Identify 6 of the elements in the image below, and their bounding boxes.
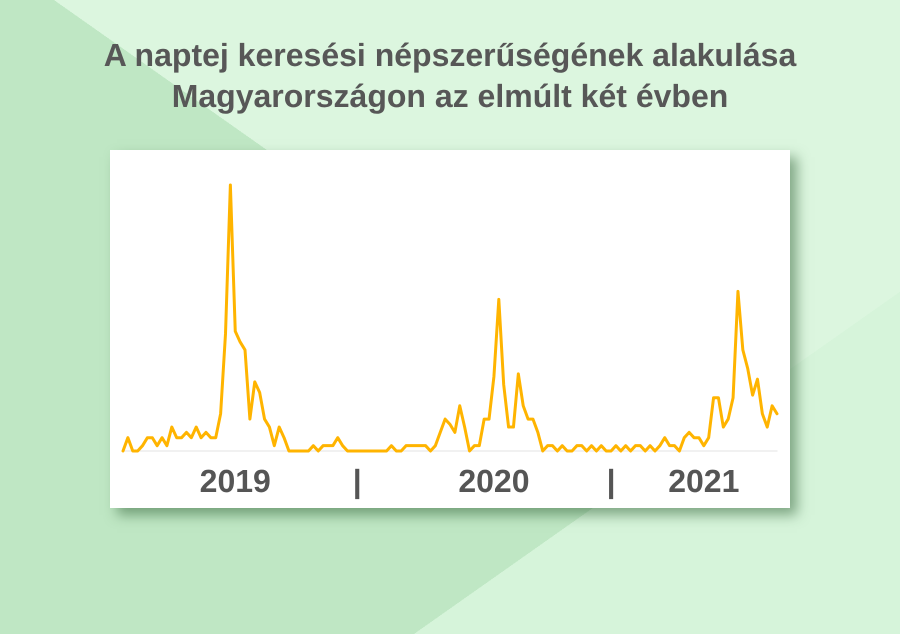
x-tick-label: | bbox=[352, 463, 362, 500]
chart-title: A naptej keresési népszerűségének alakulása Magyarországon az elmúlt két évben bbox=[102, 36, 798, 116]
x-tick-label: 2020 bbox=[458, 463, 530, 500]
x-tick-label: 2019 bbox=[200, 463, 271, 500]
x-tick-label: 2021 bbox=[668, 463, 740, 500]
x-tick-label: | bbox=[606, 463, 616, 500]
